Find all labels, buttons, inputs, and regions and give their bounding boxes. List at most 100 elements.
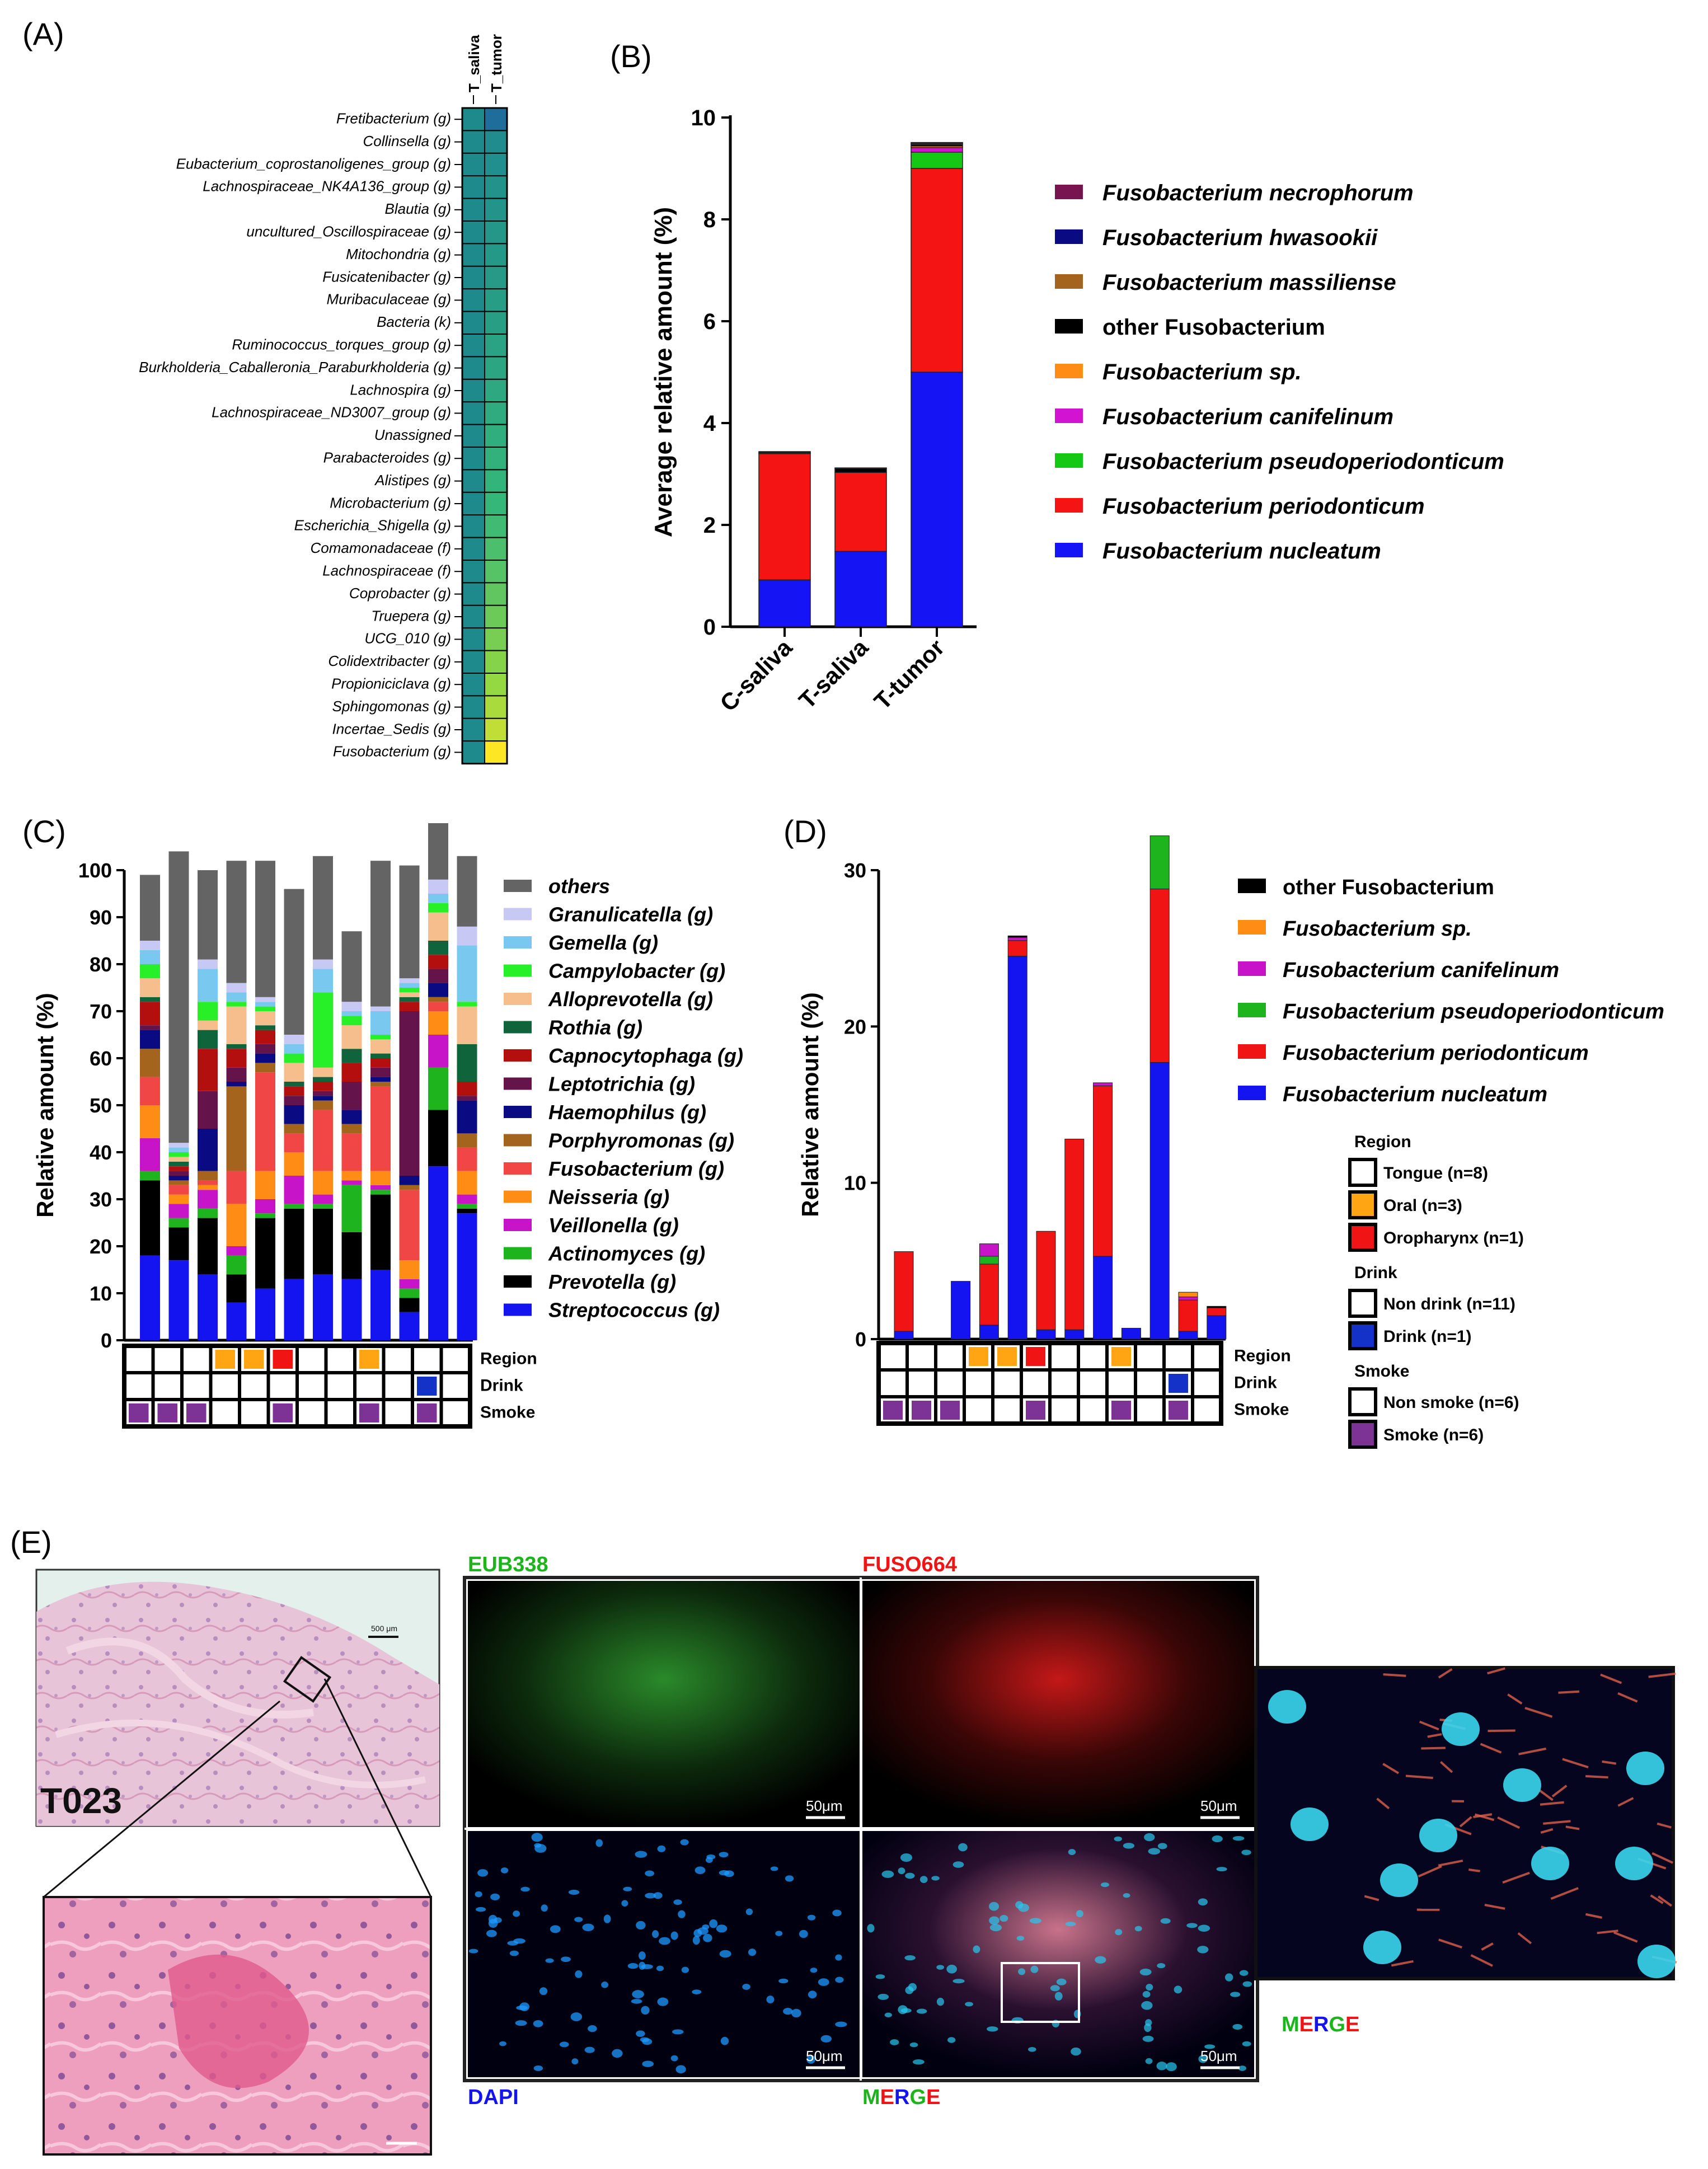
nucleus: [1123, 1893, 1130, 1898]
bar-segment-alloprevotella-g: [168, 1157, 189, 1162]
legend-label-prevotella-g: Prevotella (g): [548, 1270, 676, 1293]
row-label-lachnospira-g: Lachnospira (g): [350, 381, 451, 398]
y-axis-label: Relative amount (%): [797, 992, 823, 1217]
nucleus: [515, 2020, 527, 2026]
stacked-bar-chart-b: 0 2 4 6 8 10 Average relative amount (%) C-sali…: [650, 106, 1504, 716]
row-label-ruminococcus-torques-group-g: Ruminococcus_torques_group (g): [232, 336, 451, 353]
meta-cell-region: [969, 1347, 988, 1366]
heatmap-cell: [484, 220, 508, 245]
heatmap-cell: [484, 491, 508, 516]
nucleus: [584, 2046, 595, 2053]
bar-segment-granulicatella-g: [140, 941, 160, 950]
bar-segment-fusobacterium-g: [284, 1133, 304, 1152]
dapi-image: [468, 1831, 860, 2077]
meta-cell-drink: [445, 1377, 466, 1396]
nucleus: [692, 1936, 700, 1945]
merge-label-text: MERGE: [1282, 2013, 1359, 2036]
bacterium: [1438, 1938, 1462, 1949]
heatmap-cell: [462, 107, 485, 132]
bar-segment-gemella-g: [284, 1044, 304, 1054]
bar-segment-alloprevotella-g: [226, 1006, 247, 1044]
bar-segment-granulicatella-g: [370, 1006, 391, 1011]
nucleus: [550, 1925, 561, 1933]
bar-segment-porphyromonas-g: [168, 1180, 189, 1185]
heatmap-cell: [484, 334, 508, 358]
nucleus: [1139, 1968, 1152, 1976]
nucleus: [635, 1851, 647, 1858]
bar-segment-prevotella-g: [226, 1274, 247, 1303]
y-tick-label: 0: [101, 1329, 112, 1352]
bar-segment-campylobacter-g: [457, 1002, 477, 1007]
nucleus: [531, 1833, 543, 1842]
meta-row-label-smoke: Smoke: [480, 1403, 535, 1422]
nucleus: [1114, 1836, 1122, 1842]
nucleus: [931, 1876, 940, 1881]
nucleus: [1224, 1973, 1233, 1982]
bar-segment-others: [313, 856, 333, 960]
stacked-bar-chart-d: 0 10 20 30 Relative amount (%) other Fusobact…: [797, 835, 1664, 1449]
nucleus: [582, 1923, 594, 1931]
bar-segment-rothia-g: [399, 997, 420, 1002]
bar-segment-gemella-g: [370, 1011, 391, 1035]
legend-swatch-neisseria-g: [504, 1190, 532, 1203]
bar-segment-others: [399, 865, 420, 979]
y-axis-label: Average relative amount (%): [650, 207, 677, 537]
heatmap-cell: [484, 288, 508, 312]
row-label-microbacterium-g: Microbacterium (g): [330, 494, 451, 511]
row-label-lachnospiraceae-f: Lachnospiraceae (f): [322, 562, 451, 579]
legend-swatch-campylobacter-g: [504, 964, 532, 977]
bar-segment-fusobacterium-canifelinum: [1093, 1082, 1113, 1086]
bar-segment-fusobacterium-nucleatum: [894, 1331, 914, 1340]
y-tick-label: 10: [90, 1282, 112, 1305]
bar-segment-other-fusobacterium: [834, 468, 887, 473]
merge-zoom-box: [1001, 1962, 1080, 2023]
bar-segment-actinomyces-g: [341, 1185, 362, 1232]
bacterium: [1565, 1825, 1580, 1830]
nucleus: [946, 1964, 958, 1974]
nucleus: [659, 1937, 670, 1945]
nucleus: [612, 2049, 623, 2058]
meta-cell-region: [1169, 1347, 1188, 1366]
bar-segment-leptotrichia-g: [198, 1091, 218, 1129]
bacterium: [1600, 1673, 1622, 1684]
bar-segment-fusobacterium-g: [341, 1133, 362, 1171]
nucleus: [709, 1919, 718, 1928]
meta-cell-drink: [1054, 1374, 1074, 1393]
bacterium: [1488, 1729, 1515, 1733]
nucleus: [835, 1954, 842, 1961]
bacterium: [1438, 1860, 1463, 1867]
bar-segment-rothia-g: [168, 1161, 189, 1167]
nucleus: [947, 2037, 956, 2043]
y-tick-label: 20: [844, 1015, 866, 1038]
y-tick-label: 60: [90, 1047, 112, 1070]
row-label-truepera-g: Truepera (g): [371, 607, 451, 624]
bar-segment-streptococcus-g: [226, 1302, 247, 1340]
meta-cell-region: [1197, 1347, 1217, 1366]
bar-segment-haemophilus-g: [284, 1105, 304, 1124]
nucleus: [1626, 1752, 1664, 1785]
nucleus: [490, 1893, 500, 1900]
bar-segment-fusobacterium-g: [399, 1190, 420, 1261]
meta-legend-swatch-oropharynx: [1348, 1223, 1377, 1252]
bar-segment-porphyromonas-g: [428, 997, 448, 1002]
legend-label-campylobacter-g: Campylobacter (g): [548, 960, 725, 983]
bar-segment-fusobacterium-periodonticum: [1178, 1299, 1198, 1332]
bacterium: [1418, 1865, 1442, 1878]
meta-legend-swatch-oral: [1348, 1190, 1377, 1219]
nucleus: [778, 1978, 789, 1984]
nucleus: [681, 1966, 689, 1973]
bar-segment-actinomyces-g: [198, 1208, 218, 1218]
bar-segment-prevotella-g: [428, 1110, 448, 1167]
meta-cell-smoke: [417, 1403, 437, 1422]
meta-cell-region: [445, 1350, 466, 1369]
bacterium: [1391, 1960, 1414, 1967]
nucleus: [653, 1892, 663, 1899]
panel-label-c: (C): [22, 814, 66, 849]
bar-segment-streptococcus-g: [457, 1213, 477, 1340]
bacterium: [1497, 1816, 1521, 1829]
heatmap-cell: [462, 356, 485, 380]
heatmap-cell: [484, 311, 508, 335]
nucleus: [1174, 1985, 1183, 1994]
bacterium: [1518, 1747, 1546, 1755]
bar-segment-porphyromonas-g: [399, 1185, 420, 1190]
